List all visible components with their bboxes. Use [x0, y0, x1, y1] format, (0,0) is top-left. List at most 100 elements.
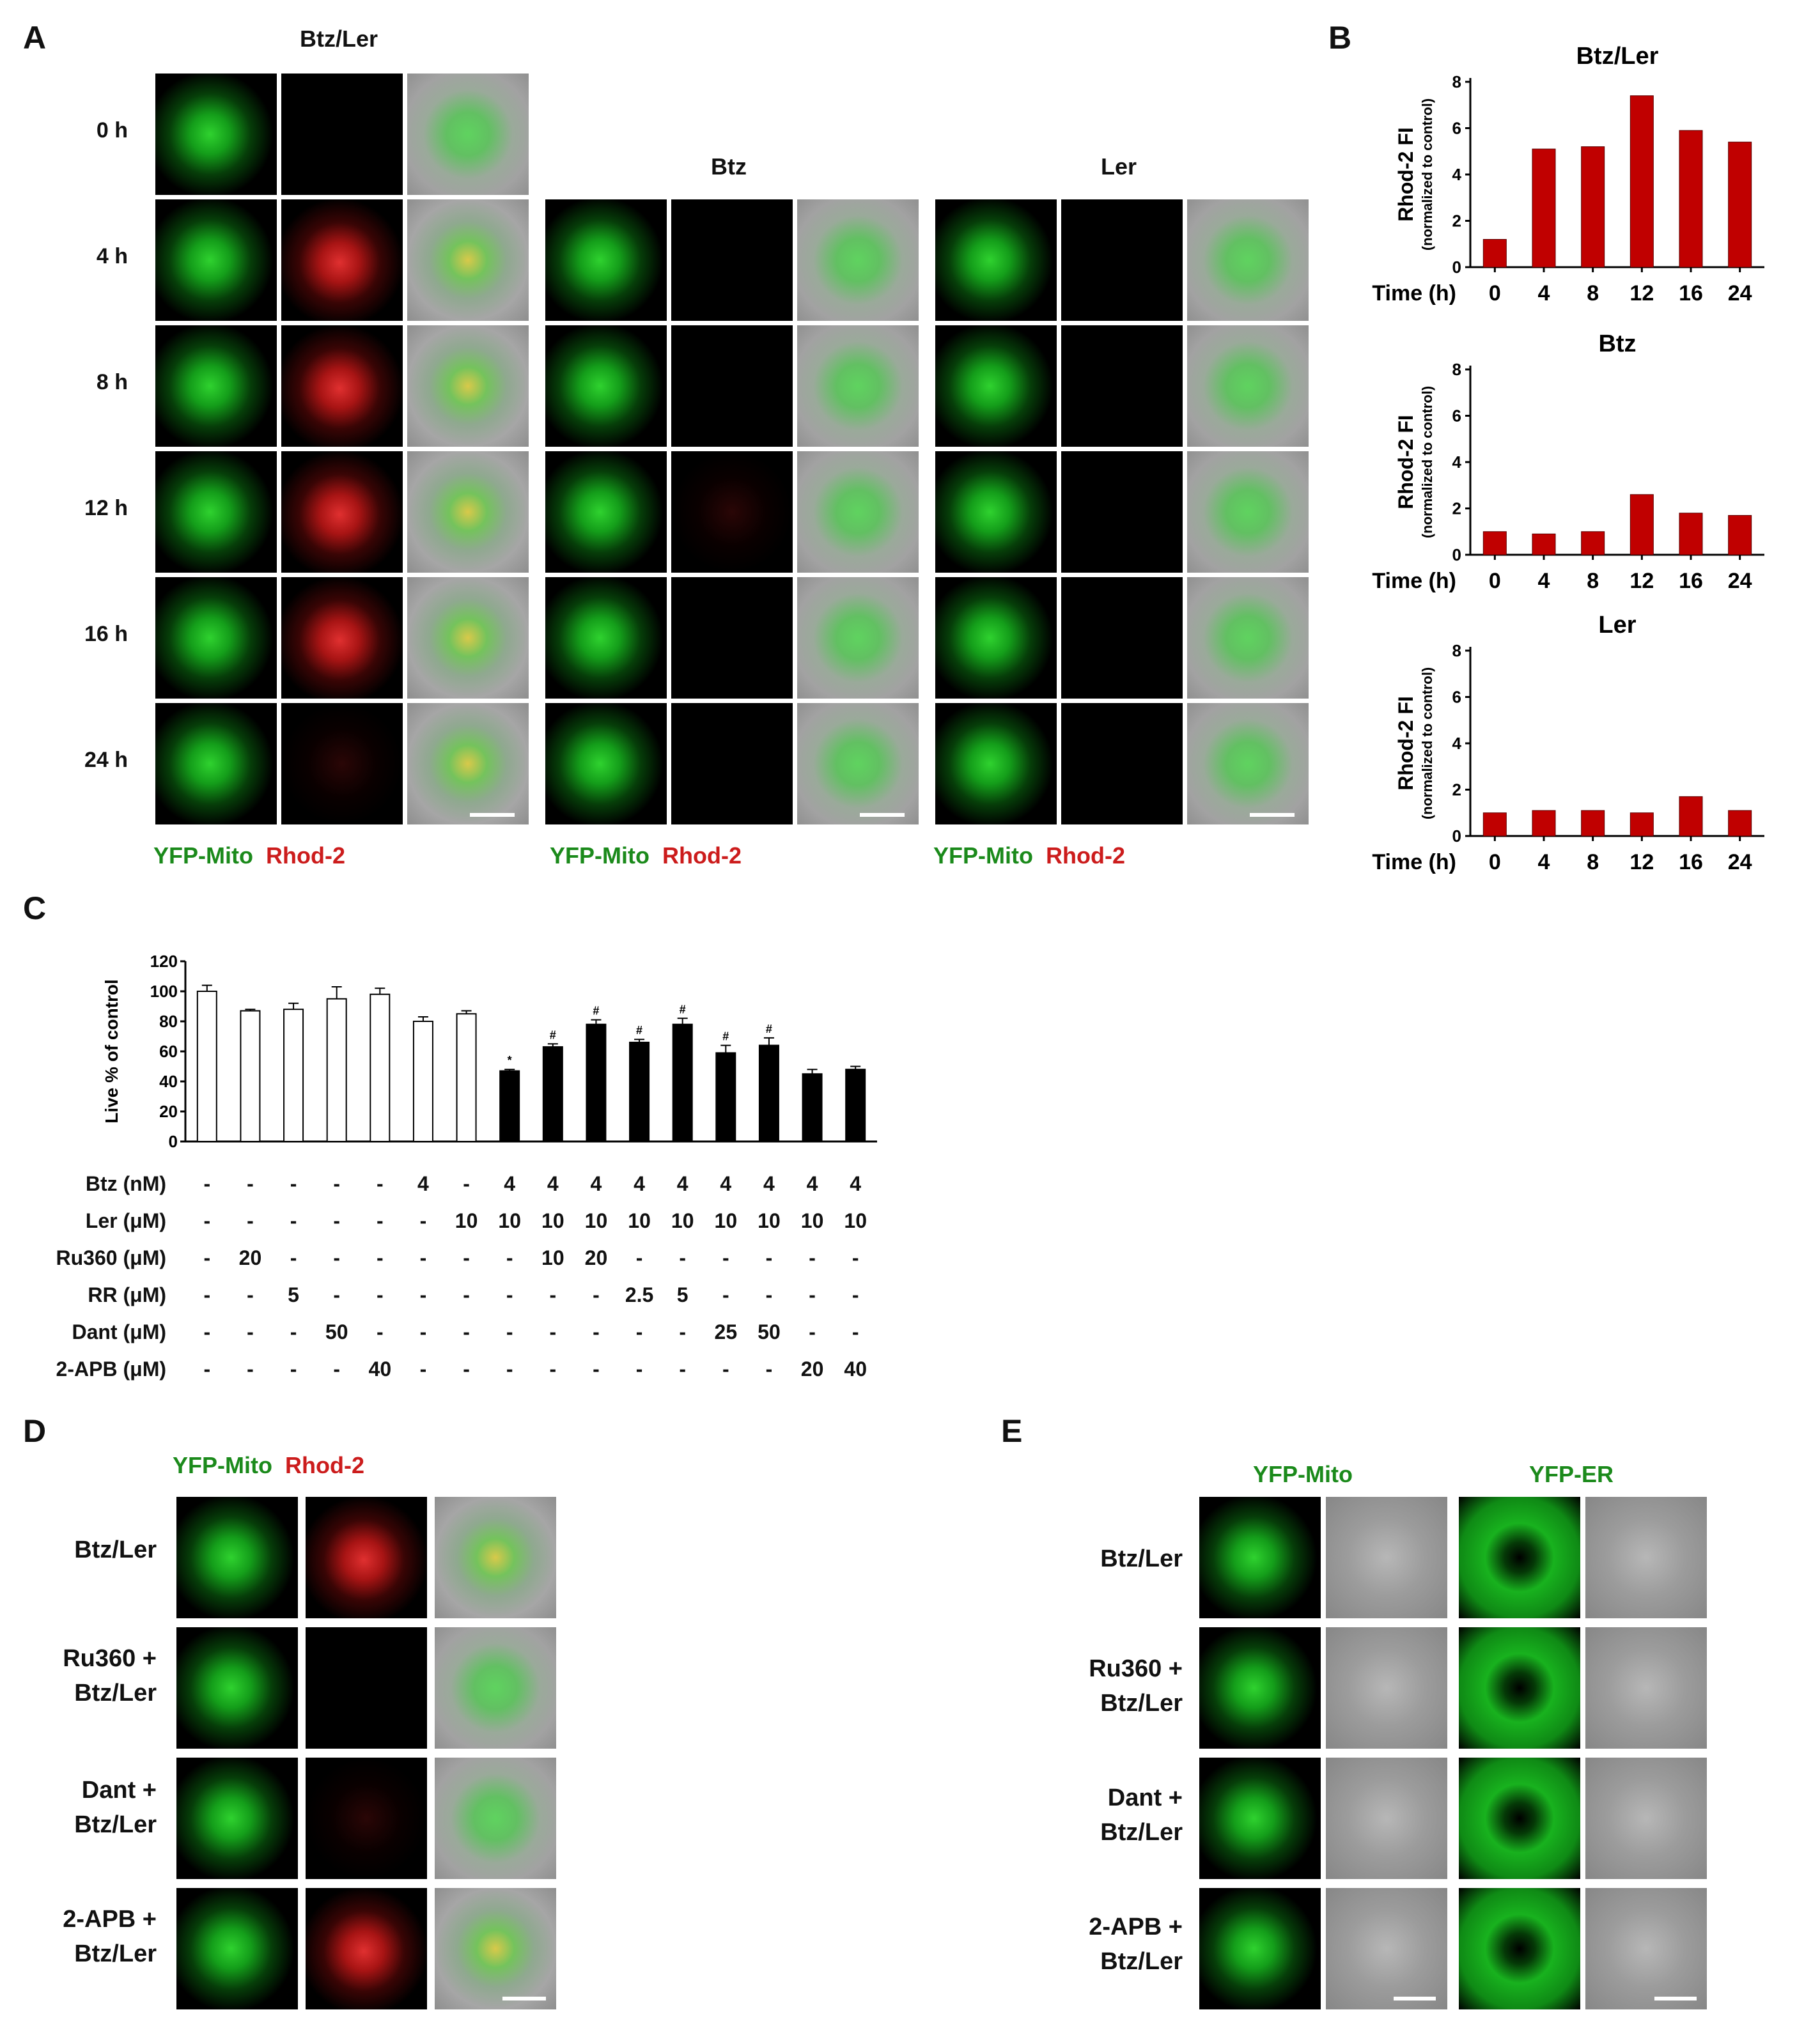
bar — [1581, 146, 1605, 268]
micrograph-tile — [1187, 577, 1309, 699]
micrograph-tile — [281, 199, 403, 321]
table-cell: - — [463, 1246, 470, 1269]
micrograph-tile — [176, 1627, 298, 1749]
table-cell: - — [852, 1283, 859, 1306]
bar — [1679, 796, 1703, 837]
micrograph-tile — [545, 325, 667, 447]
micrograph-tile — [435, 1888, 556, 2009]
micrograph-tile — [281, 577, 403, 699]
significance-mark: # — [722, 1030, 729, 1043]
table-cell: - — [722, 1246, 729, 1269]
time-label-12h: 12 h — [84, 496, 128, 520]
bar — [1482, 531, 1507, 555]
y-tick-label: 4 — [1452, 453, 1462, 472]
micrograph-tile — [935, 451, 1057, 573]
table-cell: 10 — [628, 1209, 651, 1232]
micrograph-tile — [935, 325, 1057, 447]
legend-red-label: Rhod-2 — [266, 842, 345, 869]
bar — [1532, 148, 1556, 268]
scale-bar — [860, 813, 905, 817]
table-cell: - — [376, 1172, 384, 1195]
table-row-label: RR (μM) — [88, 1283, 166, 1306]
table-cell: 4 — [720, 1172, 732, 1195]
table-cell: - — [419, 1320, 427, 1343]
micrograph-tile — [155, 451, 277, 573]
table-cell: - — [593, 1320, 600, 1343]
table-cell: - — [333, 1283, 341, 1306]
table-cell: - — [635, 1246, 643, 1269]
micrograph-tile — [1585, 1627, 1707, 1749]
table-cell: 10 — [758, 1209, 781, 1232]
scale-bar — [1654, 1997, 1697, 2000]
bar — [1581, 810, 1605, 837]
table-cell: - — [635, 1320, 643, 1343]
table-cell: 4 — [504, 1172, 516, 1195]
panel-e-row-label: Dant + Btz/Ler — [1100, 1784, 1183, 1846]
bar — [499, 1070, 520, 1142]
panel-e-row-label: 2-APB + Btz/Ler — [1089, 1914, 1183, 1975]
micrograph-tile — [407, 74, 529, 195]
table-cell: - — [809, 1283, 816, 1306]
micrograph-tile — [1187, 451, 1309, 573]
legend-green-label: YFP-Mito — [933, 842, 1033, 869]
table-cell: 5 — [676, 1283, 688, 1306]
x-tick-label: 24 — [1728, 569, 1752, 593]
x-tick-label: 12 — [1629, 281, 1654, 306]
y-axis-label: Rhod-2 FI — [1394, 415, 1417, 509]
micrograph-tile — [1326, 1888, 1447, 2009]
bar — [542, 1046, 563, 1142]
table-cell: - — [203, 1246, 211, 1269]
table-cell: 10 — [671, 1209, 694, 1232]
micrograph-tile — [1459, 1497, 1580, 1618]
table-cell: 4 — [634, 1172, 645, 1195]
table-cell: - — [463, 1358, 470, 1381]
bar — [715, 1052, 736, 1142]
micrograph-tile — [407, 199, 529, 321]
micrograph-tile — [1459, 1627, 1580, 1749]
y-tick-label: 60 — [159, 1042, 178, 1061]
table-cell: - — [722, 1358, 729, 1381]
micrograph-tile — [155, 74, 277, 195]
viability-bar-chart: 0 20 40 60 80 100 120 Live % of control * # # # # # # — [102, 952, 877, 1151]
bar — [283, 1009, 304, 1142]
micrograph-tile — [281, 703, 403, 824]
micrograph-tile — [1585, 1758, 1707, 1879]
bar — [1728, 141, 1752, 268]
table-cell: - — [203, 1320, 211, 1343]
micrograph-tile — [671, 703, 793, 824]
bar — [1532, 810, 1556, 837]
micrograph-tile — [407, 451, 529, 573]
table-cell: 4 — [547, 1172, 559, 1195]
table-row: Ler (μM) - - - - - - 10 10 10 10 10 10 10 10 10 10 — [86, 1202, 876, 1239]
micrograph-tile — [797, 703, 919, 824]
scale-bar — [1394, 1997, 1436, 2000]
legend-btzler: YFP-Mito Rhod-2 — [153, 842, 345, 869]
x-tick-label: 0 — [1489, 850, 1501, 874]
bar — [1728, 515, 1752, 555]
table-row: Btz (nM) - - - - - 4 - 4 4 4 4 4 4 4 4 4 — [86, 1165, 876, 1202]
y-tick-label: 4 — [1452, 165, 1462, 184]
panel-label-d: D — [23, 1413, 47, 1449]
table-cell: - — [506, 1358, 513, 1381]
x-tick-label: 24 — [1728, 850, 1752, 874]
y-tick-label: 120 — [150, 952, 178, 971]
table-cell: - — [290, 1246, 297, 1269]
x-tick-label: 0 — [1489, 569, 1501, 593]
panel-e-col-er: YFP-ER — [1529, 1461, 1614, 1487]
micrograph-tile — [407, 703, 529, 824]
y-tick-label: 20 — [159, 1102, 178, 1121]
bar — [672, 1023, 693, 1142]
bar — [1482, 239, 1507, 268]
bar — [369, 993, 391, 1142]
table-row: RR (μM) - - 5 - - - - - - - 2.5 5 - - - - — [88, 1276, 876, 1313]
y-axis-sublabel: (normalized to control) — [1419, 667, 1435, 819]
y-tick-label: 8 — [1452, 72, 1461, 91]
significance-mark: # — [593, 1005, 599, 1018]
table-cell: - — [333, 1358, 341, 1381]
scale-bar — [470, 813, 515, 817]
table-cell: 10 — [800, 1209, 824, 1232]
micrograph-tile — [155, 325, 277, 447]
legend-green-label: YFP-Mito — [550, 842, 649, 869]
panel-d-legend: YFP-Mito Rhod-2 — [173, 1452, 364, 1479]
